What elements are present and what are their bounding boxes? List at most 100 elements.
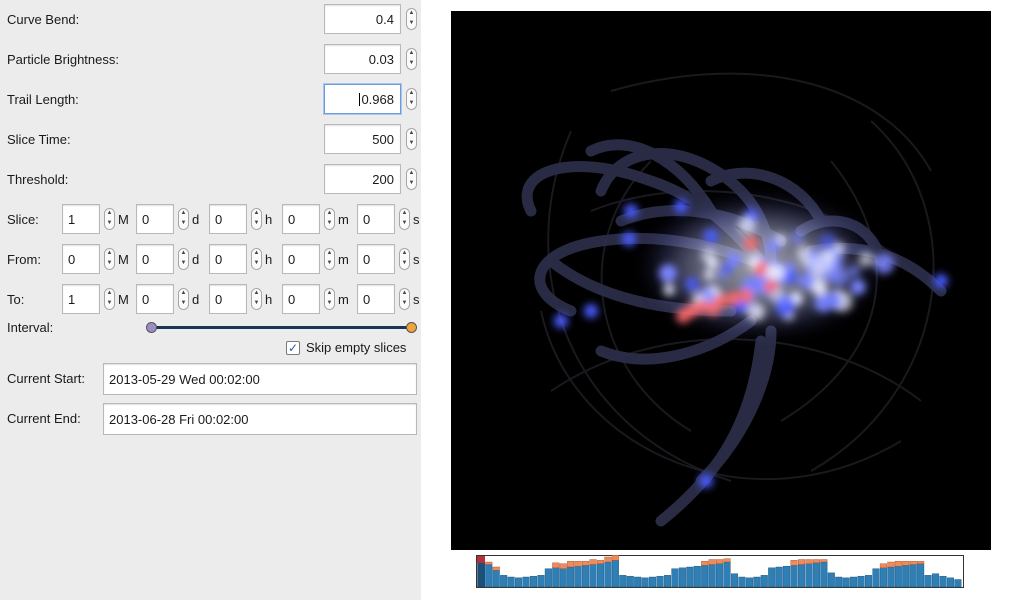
histogram-bar-highlight	[492, 566, 500, 571]
particle	[800, 255, 814, 269]
from-second-stepper[interactable]: ▲ ▼	[399, 248, 410, 270]
histogram-bar	[663, 575, 671, 588]
from-month-field[interactable]: 0	[62, 244, 100, 274]
particle	[824, 292, 842, 309]
histogram-bar	[701, 565, 709, 588]
slice-hour-unit: h	[265, 212, 273, 227]
to-month-stepper[interactable]: ▲ ▼	[104, 288, 115, 310]
to-minute-field[interactable]: 0	[282, 284, 320, 314]
trail-length-stepper[interactable]: ▲ ▼	[406, 88, 417, 110]
curve-bend-field[interactable]: 0.4	[324, 4, 401, 34]
slice-day-unit: d	[192, 212, 200, 227]
interval-end-handle[interactable]	[406, 322, 417, 333]
to-day-stepper[interactable]: ▲ ▼	[178, 288, 189, 310]
histogram-bar	[626, 575, 634, 588]
to-month-field[interactable]: 1	[62, 284, 100, 314]
slice-time-stepper[interactable]: ▲ ▼	[406, 128, 417, 150]
threshold-field[interactable]: 200	[324, 164, 401, 194]
histogram-bar-highlight	[902, 560, 910, 566]
to-month-unit: M	[118, 292, 129, 307]
skip-empty-label[interactable]: Skip empty slices	[306, 340, 407, 355]
slice-month-field[interactable]: 1	[62, 204, 100, 234]
histogram-bar-highlight	[559, 563, 567, 569]
from-hour-field[interactable]: 0	[209, 244, 247, 274]
from-day-field[interactable]: 0	[136, 244, 174, 274]
slice-minute-stepper[interactable]: ▲ ▼	[324, 208, 335, 230]
histogram-bar	[760, 575, 768, 588]
histogram-bar-highlight	[790, 560, 798, 566]
particle-brightness-stepper[interactable]: ▲ ▼	[406, 48, 417, 70]
particle	[819, 233, 837, 251]
from-second-field[interactable]: 0	[357, 244, 395, 274]
histogram-bar	[552, 567, 560, 588]
particle	[663, 283, 676, 296]
slice-minute-field[interactable]: 0	[282, 204, 320, 234]
particle	[829, 266, 850, 287]
histogram-bar-highlight	[582, 560, 590, 566]
particle-brightness-field[interactable]: 0.03	[324, 44, 401, 74]
threshold-stepper[interactable]: ▲ ▼	[406, 168, 417, 190]
to-second-field[interactable]: 0	[357, 284, 395, 314]
to-day-unit: d	[192, 292, 200, 307]
to-hour-stepper[interactable]: ▲ ▼	[251, 288, 262, 310]
current-end-field[interactable]: 2013-06-28 Fri 00:02:00	[103, 403, 417, 435]
curve-bend-stepper[interactable]: ▲ ▼	[406, 8, 417, 30]
histogram-bar	[641, 577, 649, 588]
current-end-label: Current End:	[7, 411, 81, 426]
histogram-bar	[879, 567, 887, 588]
from-minute-stepper[interactable]: ▲ ▼	[324, 248, 335, 270]
visualization-canvas[interactable]	[451, 11, 991, 550]
histogram-bar	[515, 577, 523, 588]
histogram-bar	[500, 575, 508, 588]
slice-month-stepper[interactable]: ▲ ▼	[104, 208, 115, 230]
particle	[726, 252, 742, 268]
interval-slider-track[interactable]	[151, 326, 411, 329]
particle-brightness-label: Particle Brightness:	[7, 52, 119, 67]
particle	[685, 277, 700, 292]
to-minute-stepper[interactable]: ▲ ▼	[324, 288, 335, 310]
skip-empty-checkbox[interactable]: ✓	[286, 341, 300, 355]
histogram-bar	[865, 575, 873, 588]
from-month-stepper[interactable]: ▲ ▼	[104, 248, 115, 270]
particle-trail	[585, 139, 717, 217]
histogram-bar-highlight	[574, 560, 582, 567]
current-start-field[interactable]: 2013-05-29 Wed 00:02:00	[103, 363, 417, 395]
slice-hour-stepper[interactable]: ▲ ▼	[251, 208, 262, 230]
to-second-stepper[interactable]: ▲ ▼	[399, 288, 410, 310]
histogram-bar	[835, 576, 843, 588]
slice-second-stepper[interactable]: ▲ ▼	[399, 208, 410, 230]
interval-start-handle[interactable]	[146, 322, 157, 333]
to-day-field[interactable]: 0	[136, 284, 174, 314]
particle	[858, 251, 874, 267]
histogram-bar	[783, 565, 791, 588]
from-day-stepper[interactable]: ▲ ▼	[178, 248, 189, 270]
histogram-bar-highlight	[596, 560, 604, 564]
slice-time-field[interactable]: 500	[324, 124, 401, 154]
histogram-bar	[805, 563, 813, 588]
slice-minute-unit: m	[338, 212, 349, 227]
histogram-bar-highlight	[909, 560, 917, 565]
histogram-bar-highlight	[611, 555, 619, 561]
particle	[785, 261, 795, 272]
from-hour-stepper[interactable]: ▲ ▼	[251, 248, 262, 270]
histogram-bar	[827, 572, 835, 588]
histogram-bar	[544, 568, 552, 588]
ghost-trail	[810, 120, 935, 472]
slice-second-field[interactable]: 0	[357, 204, 395, 234]
histogram-bar	[567, 566, 575, 588]
histogram-bar	[574, 565, 582, 588]
trail-length-field[interactable]: 0.968	[324, 84, 401, 114]
histogram-bar	[596, 563, 604, 588]
slice-day-field[interactable]: 0	[136, 204, 174, 234]
particle	[799, 273, 815, 289]
from-minute-field[interactable]: 0	[282, 244, 320, 274]
slice-hour-field[interactable]: 0	[209, 204, 247, 234]
histogram-bar-highlight	[894, 560, 902, 567]
activity-histogram[interactable]	[476, 555, 964, 588]
particle-highlight	[754, 262, 768, 276]
particle	[834, 242, 845, 254]
to-hour-field[interactable]: 0	[209, 284, 247, 314]
from-minute-unit: m	[338, 252, 349, 267]
histogram-bar	[537, 575, 545, 588]
slice-day-stepper[interactable]: ▲ ▼	[178, 208, 189, 230]
